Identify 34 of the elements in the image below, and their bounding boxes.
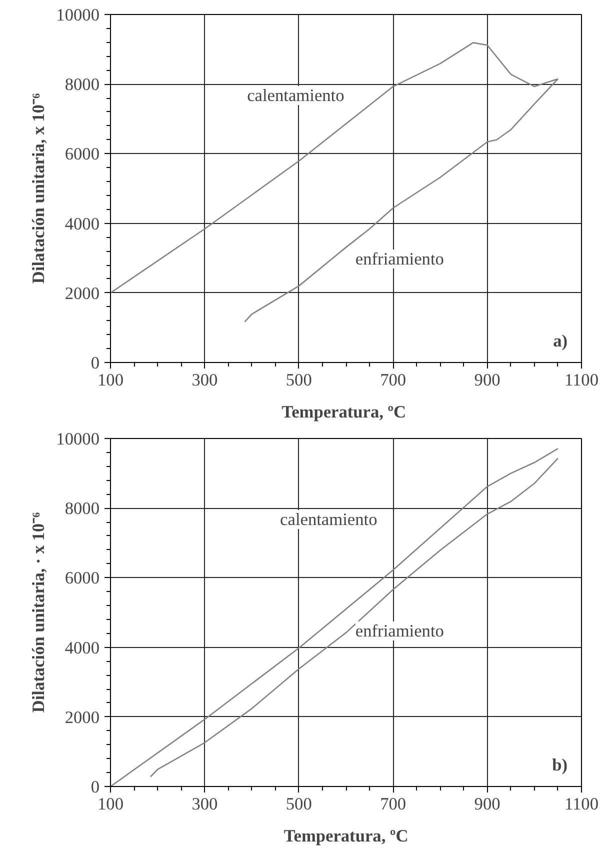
y-tick-label: 4000 (64, 638, 100, 658)
y-tick-label: 2000 (64, 284, 100, 303)
y-tick-label: 4000 (64, 214, 100, 234)
annotation: calentamiento (247, 86, 344, 105)
x-tick-label: 300 (192, 370, 218, 390)
x-tick-label: 1100 (564, 370, 599, 390)
x-tick-label: 700 (380, 370, 406, 390)
x-tick-label: 500 (286, 794, 312, 814)
y-tick-label: 8000 (64, 499, 100, 518)
y-tick-label: 2000 (64, 708, 100, 727)
x-axis-title: Temperatura, ºC (284, 826, 408, 846)
annotation: a) (553, 332, 568, 350)
y-axis-title: Dilatación unitaria, · x 10⁻⁶ (29, 512, 48, 713)
annotation: b) (552, 756, 568, 774)
x-axis-title: Temperatura, ºC (282, 402, 406, 422)
y-tick-label: 6000 (64, 568, 100, 588)
x-tick-label: 500 (286, 370, 312, 390)
x-tick-label: 1100 (564, 794, 599, 814)
y-tick-label: 8000 (64, 75, 100, 94)
y-axis-title: Dilatación unitaria, x 10⁻⁶ (29, 93, 48, 284)
x-tick-label: 300 (192, 794, 218, 814)
x-tick-label: 100 (98, 370, 124, 390)
y-tick-label: 10000 (56, 430, 100, 448)
x-tick-label: 900 (474, 794, 500, 814)
y-tick-label: 6000 (64, 144, 100, 164)
annotation: enfriamiento (355, 621, 444, 640)
y-tick-label: 10000 (56, 6, 100, 24)
y-tick-label: 0 (90, 354, 100, 372)
x-tick-label: 900 (474, 370, 500, 390)
annotation: enfriamiento (355, 250, 444, 269)
annotation: calentamiento (280, 510, 378, 529)
y-tick-label: 0 (90, 778, 100, 796)
x-tick-label: 700 (380, 794, 406, 814)
x-tick-label: 100 (98, 794, 124, 814)
